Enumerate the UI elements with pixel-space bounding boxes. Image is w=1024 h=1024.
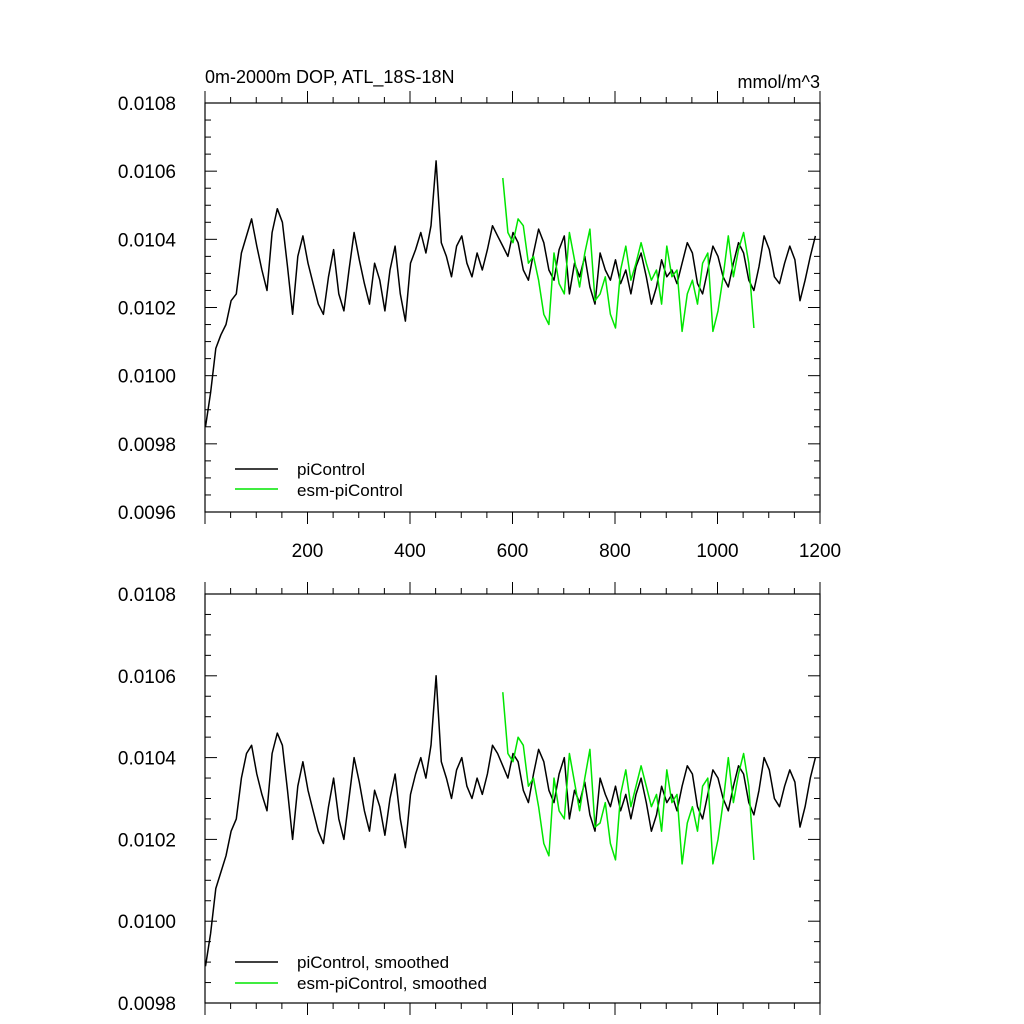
- top-y-tick-label: 0.0098: [118, 435, 176, 456]
- top-units: mmol/m^3: [738, 72, 820, 92]
- top-x-tick-label: 200: [292, 541, 324, 562]
- top-legend: piControl esm-piControl: [235, 460, 403, 500]
- bottom-series: [204, 675, 817, 967]
- bottom-series-picontrol-smoothed: [204, 675, 817, 967]
- bottom-y-ticks: 0.0098 0.0100 0.0102 0.0104 0.0106 0.0108: [118, 585, 820, 1015]
- top-panel: 0m-2000m DOP, ATL_18S-18N mmol/m^3 0.009…: [118, 67, 841, 562]
- top-series-esm-picontrol: [502, 177, 755, 333]
- top-y-tick-label: 0.0104: [118, 230, 177, 251]
- top-x-tick-label: 1200: [799, 541, 841, 562]
- top-series: [204, 160, 817, 427]
- bottom-plot-frame: [204, 593, 821, 1004]
- bottom-y-tick-label: 0.0102: [118, 830, 176, 851]
- top-x-ticks: 200 400 600 800 1000 1200: [204, 91, 841, 562]
- top-plot-frame: [204, 102, 821, 513]
- top-legend-label-esm-picontrol: esm-piControl: [297, 481, 403, 500]
- top-y-tick-label: 0.0108: [118, 94, 176, 115]
- top-x-tick-label: 1000: [696, 541, 738, 562]
- bottom-panel: 0.0098 0.0100 0.0102 0.0104 0.0106 0.0108 piC…: [118, 582, 821, 1015]
- top-legend-label-picontrol: piControl: [297, 460, 365, 479]
- bottom-y-tick-label: 0.0100: [118, 912, 176, 933]
- bottom-legend: piControl, smoothed esm-piControl, smoot…: [235, 953, 487, 993]
- bottom-legend-label-esm-picontrol-smoothed: esm-piControl, smoothed: [297, 974, 487, 993]
- bottom-x-ticks: [204, 582, 821, 1015]
- top-y-tick-label: 0.0102: [118, 299, 176, 320]
- top-y-tick-label: 0.0096: [118, 503, 176, 524]
- top-y-tick-label: 0.0106: [118, 162, 176, 183]
- top-x-tick-label: 400: [394, 541, 426, 562]
- top-y-ticks: 0.0096 0.0098 0.0100 0.0102 0.0104 0.0106 0.01…: [118, 94, 820, 524]
- bottom-series-esm-picontrol-smoothed: [502, 692, 755, 865]
- bottom-y-tick-label: 0.0108: [118, 585, 176, 606]
- top-x-tick-label: 600: [497, 541, 529, 562]
- bottom-legend-label-picontrol-smoothed: piControl, smoothed: [297, 953, 449, 972]
- top-y-tick-label: 0.0100: [118, 367, 176, 388]
- top-series-picontrol: [204, 160, 817, 427]
- bottom-y-tick-label: 0.0098: [118, 994, 176, 1015]
- top-title: 0m-2000m DOP, ATL_18S-18N: [205, 67, 454, 88]
- bottom-y-tick-label: 0.0104: [118, 749, 177, 770]
- bottom-y-tick-label: 0.0106: [118, 667, 176, 688]
- top-x-tick-label: 800: [599, 541, 631, 562]
